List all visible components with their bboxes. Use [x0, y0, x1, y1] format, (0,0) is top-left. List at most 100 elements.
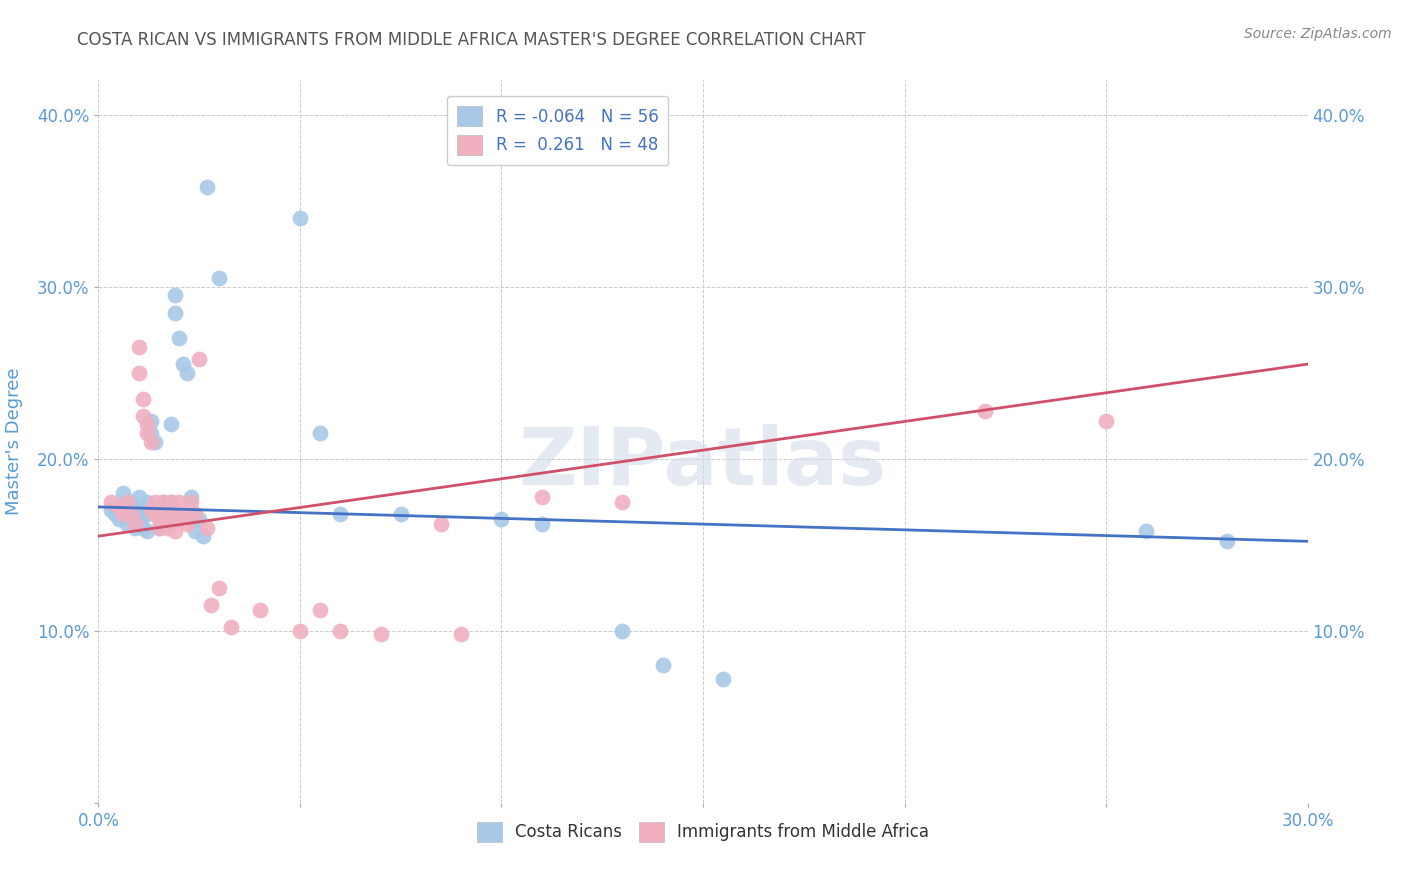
- Point: [195, 180, 218, 194]
- Point: [180, 512, 202, 526]
- Point: [491, 512, 513, 526]
- Point: [167, 331, 190, 345]
- Point: [124, 517, 146, 532]
- Point: [148, 520, 170, 534]
- Point: [132, 409, 155, 423]
- Point: [184, 507, 207, 521]
- Y-axis label: Master's Degree: Master's Degree: [6, 368, 22, 516]
- Point: [124, 520, 146, 534]
- Point: [530, 517, 553, 532]
- Point: [221, 620, 243, 634]
- Point: [651, 658, 673, 673]
- Point: [612, 624, 634, 638]
- Point: [111, 507, 134, 521]
- Legend: Costa Ricans, Immigrants from Middle Africa: Costa Ricans, Immigrants from Middle Afr…: [470, 815, 936, 848]
- Point: [128, 517, 150, 532]
- Point: [148, 512, 170, 526]
- Point: [172, 507, 194, 521]
- Point: [389, 507, 412, 521]
- Point: [148, 520, 170, 534]
- Point: [128, 490, 150, 504]
- Point: [100, 494, 122, 508]
- Point: [152, 494, 174, 508]
- Point: [184, 507, 207, 521]
- Point: [288, 211, 311, 225]
- Text: Source: ZipAtlas.com: Source: ZipAtlas.com: [1244, 27, 1392, 41]
- Point: [152, 494, 174, 508]
- Point: [176, 366, 198, 380]
- Point: [156, 500, 179, 514]
- Point: [450, 627, 472, 641]
- Point: [128, 366, 150, 380]
- Point: [1095, 414, 1118, 428]
- Point: [132, 520, 155, 534]
- Point: [172, 357, 194, 371]
- Point: [115, 494, 138, 508]
- Point: [135, 417, 157, 432]
- Point: [180, 494, 202, 508]
- Point: [160, 494, 183, 508]
- Point: [135, 524, 157, 538]
- Point: [167, 512, 190, 526]
- Point: [163, 507, 186, 521]
- Point: [430, 517, 453, 532]
- Point: [135, 425, 157, 440]
- Point: [1216, 534, 1239, 549]
- Point: [208, 271, 231, 285]
- Point: [120, 494, 142, 508]
- Point: [107, 500, 129, 514]
- Point: [176, 517, 198, 532]
- Point: [184, 524, 207, 538]
- Point: [309, 603, 332, 617]
- Point: [163, 524, 186, 538]
- Point: [974, 403, 997, 417]
- Point: [180, 490, 202, 504]
- Point: [128, 503, 150, 517]
- Point: [124, 503, 146, 517]
- Point: [120, 507, 142, 521]
- Point: [160, 512, 183, 526]
- Point: [163, 288, 186, 302]
- Point: [156, 512, 179, 526]
- Point: [135, 507, 157, 521]
- Point: [100, 503, 122, 517]
- Point: [143, 494, 166, 508]
- Point: [1135, 524, 1157, 538]
- Point: [208, 581, 231, 595]
- Point: [103, 507, 125, 521]
- Point: [139, 503, 162, 517]
- Point: [329, 624, 352, 638]
- Point: [612, 494, 634, 508]
- Point: [200, 598, 222, 612]
- Point: [188, 512, 211, 526]
- Point: [163, 305, 186, 319]
- Point: [120, 507, 142, 521]
- Point: [132, 392, 155, 406]
- Point: [143, 507, 166, 521]
- Point: [135, 494, 157, 508]
- Point: [111, 486, 134, 500]
- Point: [128, 340, 150, 354]
- Point: [329, 507, 352, 521]
- Point: [160, 417, 183, 432]
- Text: ZIPatlas: ZIPatlas: [519, 425, 887, 502]
- Point: [139, 425, 162, 440]
- Point: [249, 603, 271, 617]
- Point: [193, 529, 215, 543]
- Point: [288, 624, 311, 638]
- Point: [156, 520, 179, 534]
- Point: [107, 500, 129, 514]
- Point: [160, 494, 183, 508]
- Point: [711, 672, 734, 686]
- Point: [530, 490, 553, 504]
- Point: [152, 512, 174, 526]
- Point: [152, 507, 174, 521]
- Point: [107, 512, 129, 526]
- Point: [167, 494, 190, 508]
- Point: [195, 520, 218, 534]
- Point: [188, 351, 211, 366]
- Point: [156, 507, 179, 521]
- Point: [309, 425, 332, 440]
- Point: [148, 507, 170, 521]
- Point: [111, 507, 134, 521]
